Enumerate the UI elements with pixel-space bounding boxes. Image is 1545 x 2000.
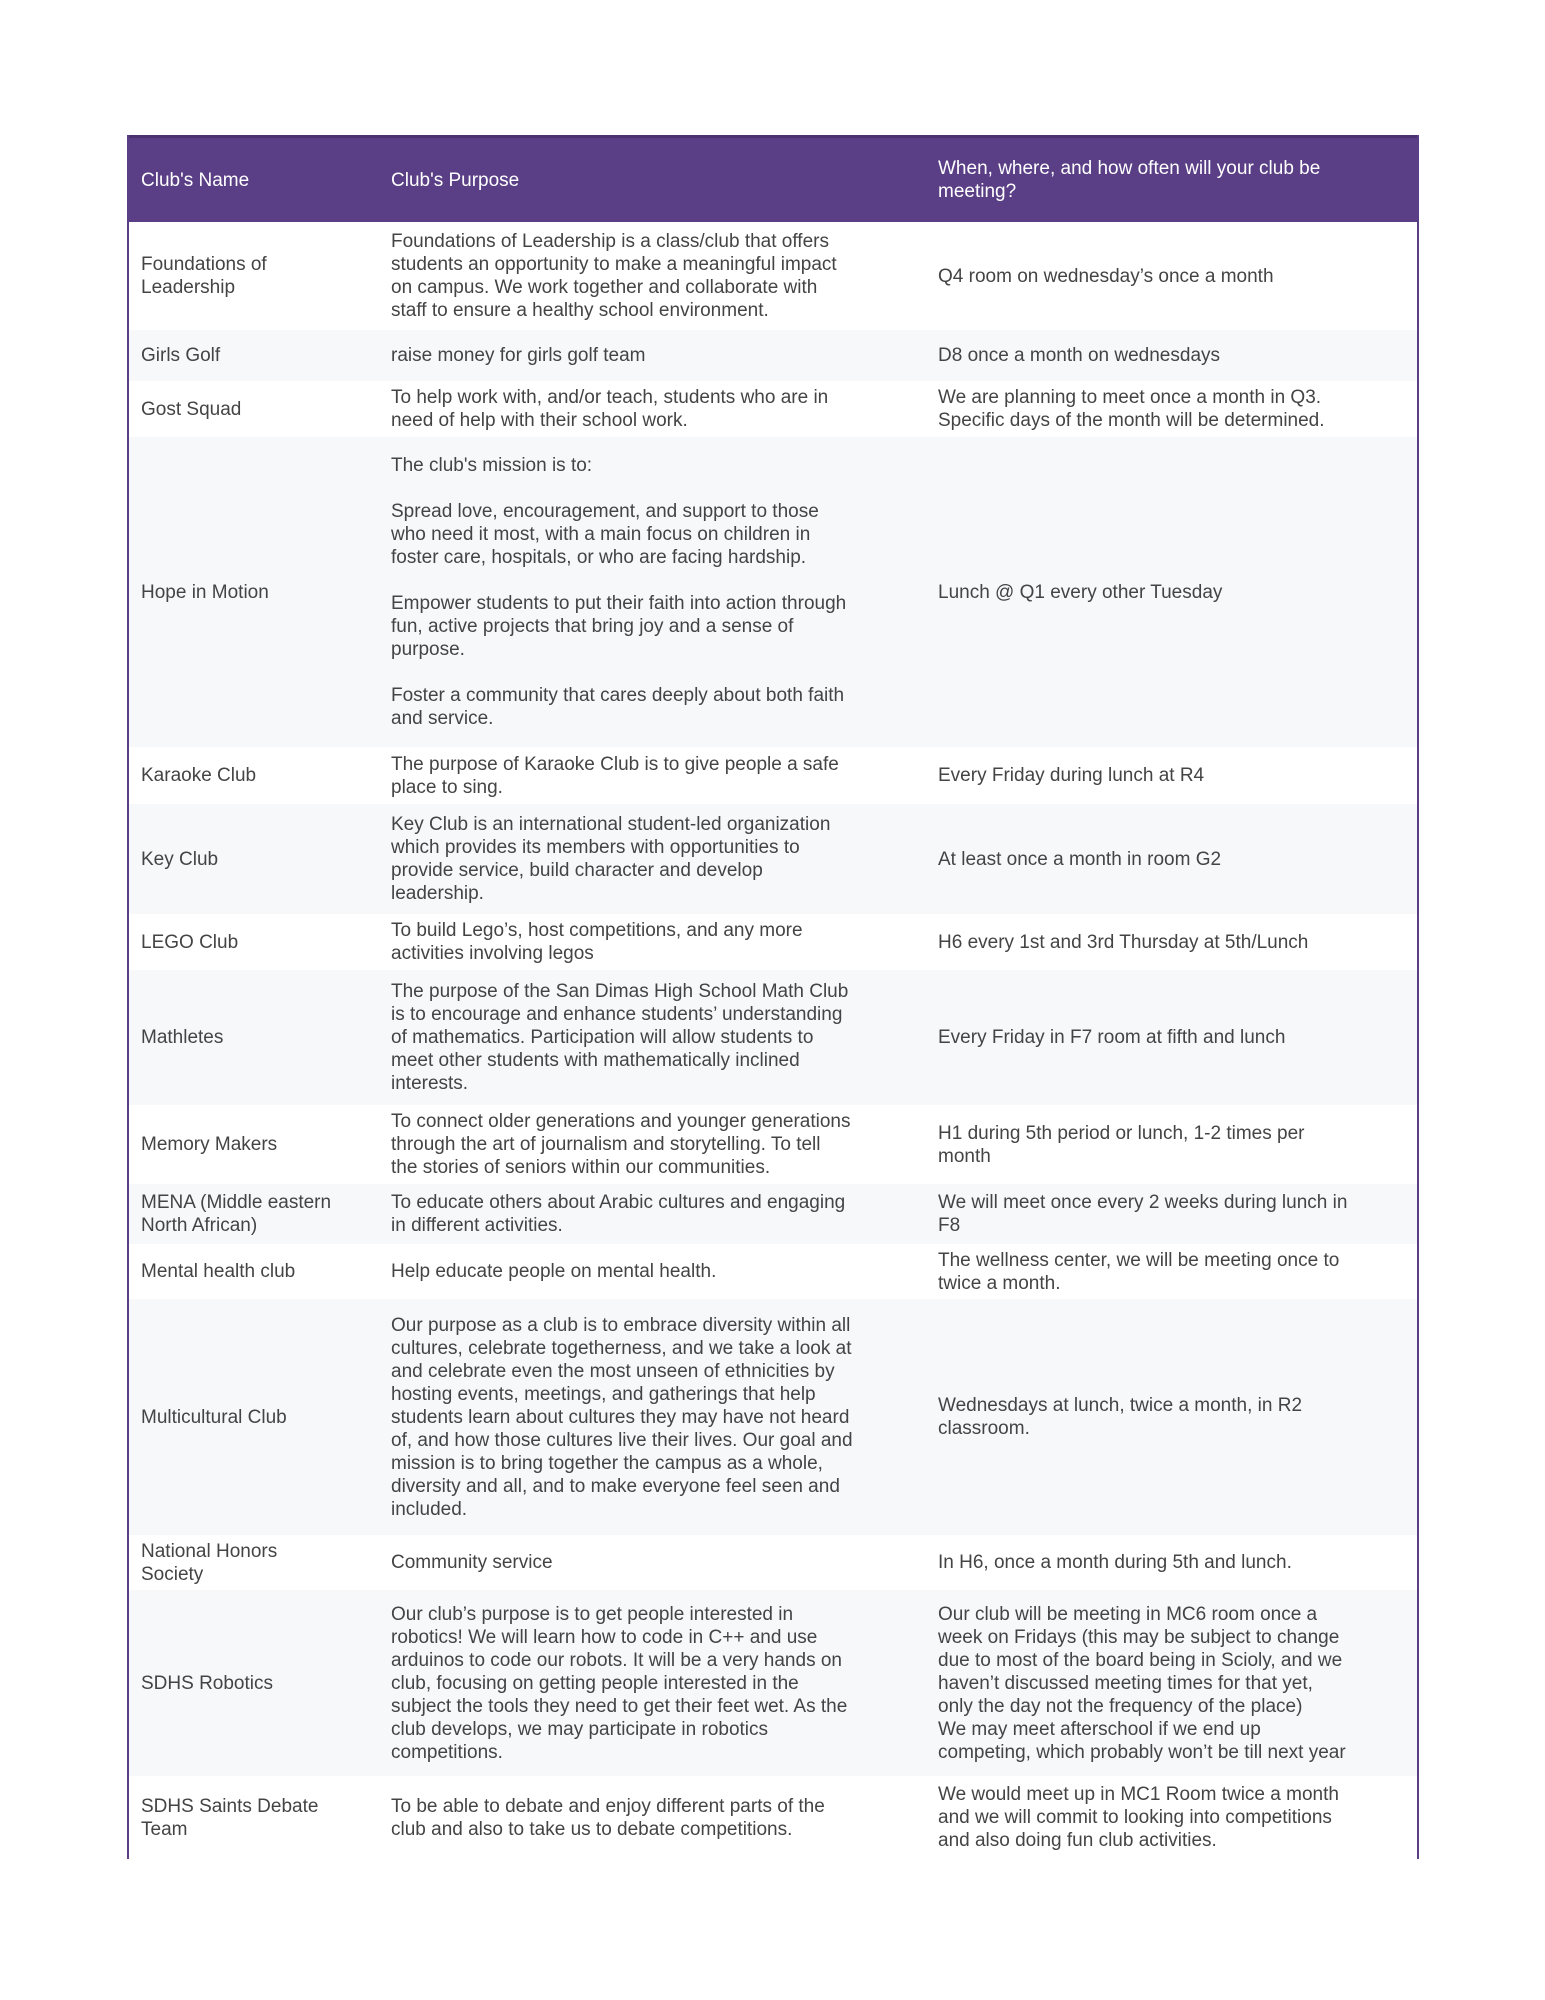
club-name: SDHS Robotics — [141, 1672, 273, 1694]
table-row: National Honors Society Community service… — [129, 1535, 1417, 1590]
club-meeting: Wednesdays at lunch, twice a month, in R… — [938, 1395, 1303, 1439]
table-header: Club's Name Club's Purpose When, where, … — [129, 135, 1417, 222]
club-name: Mathletes — [141, 1027, 224, 1048]
table-row: Karaoke Club The purpose of Karaoke Club … — [129, 747, 1417, 804]
club-purpose: The purpose of the San Dimas High School… — [391, 981, 849, 1094]
clubs-table: Club's Name Club's Purpose When, where, … — [127, 135, 1419, 1859]
club-purpose: To be able to debate and enjoy different… — [391, 1795, 825, 1840]
club-purpose: Foundations of Leadership is a class/clu… — [391, 231, 837, 321]
club-name: SDHS Saints Debate Team — [141, 1795, 319, 1840]
table-row: SDHS Saints Debate Team To be able to deb… — [129, 1776, 1417, 1859]
club-meeting: Our club will be meeting in MC6 room onc… — [938, 1603, 1346, 1763]
table-row: MENA (Middle eastern North African) To ed… — [129, 1184, 1417, 1244]
club-purpose: The purpose of Karaoke Club is to give p… — [391, 753, 839, 798]
club-name: Foundations of Leadership — [141, 254, 267, 298]
table-row: Gost Squad To help work with, and/or teac… — [129, 381, 1417, 437]
club-meeting: At least once a month in room G2 — [938, 848, 1222, 870]
club-purpose: Our purpose as a club is to embrace dive… — [391, 1314, 853, 1520]
club-name: LEGO Club — [141, 931, 239, 953]
header-meeting: When, where, and how often will your clu… — [938, 158, 1321, 202]
club-purpose: Help educate people on mental health. — [391, 1261, 717, 1282]
club-meeting: We will meet once every 2 weeks during l… — [938, 1192, 1348, 1236]
club-meeting: We are planning to meet once a month in … — [938, 387, 1325, 431]
club-name: National Honors Society — [141, 1540, 278, 1585]
table-row: Memory Makers To connect older generation… — [129, 1105, 1417, 1184]
club-meeting: The wellness center, we will be meeting … — [938, 1249, 1340, 1294]
header-club-purpose: Club's Purpose — [391, 169, 520, 191]
club-purpose: To build Lego’s, host competitions, and … — [391, 920, 803, 964]
table-row: Girls Golf raise money for girls golf tea… — [129, 330, 1417, 381]
club-purpose: To connect older generations and younger… — [391, 1111, 851, 1178]
club-name: Multicultural Club — [141, 1406, 287, 1428]
table-row: Multicultural Club Our purpose as a club … — [129, 1299, 1417, 1535]
club-purpose: To help work with, and/or teach, student… — [391, 387, 829, 431]
header-club-name: Club's Name — [141, 169, 250, 191]
club-purpose: Key Club is an international student-led… — [391, 814, 831, 904]
table-row: Foundations of Leadership Foundations of … — [129, 222, 1417, 330]
table-row: SDHS Robotics Our club’s purpose is to ge… — [129, 1590, 1417, 1776]
club-purpose: raise money for girls golf team — [391, 345, 646, 366]
table-row: LEGO Club To build Lego’s, host competiti… — [129, 914, 1417, 970]
club-name: Girls Golf — [141, 345, 221, 366]
club-name: Key Club — [141, 848, 219, 870]
club-meeting: Q4 room on wednesday’s once a month — [938, 265, 1274, 287]
table-row: Mathletes The purpose of the San Dimas Hi… — [129, 970, 1417, 1105]
club-meeting: Every Friday during lunch at R4 — [938, 765, 1205, 786]
table-row: Hope in Motion The club's mission is to: … — [129, 437, 1417, 747]
club-meeting: D8 once a month on wednesdays — [938, 345, 1221, 366]
club-purpose: Our club’s purpose is to get people inte… — [391, 1603, 848, 1763]
club-name: Karaoke Club — [141, 765, 257, 786]
club-name: Gost Squad — [141, 398, 242, 420]
club-meeting: H1 during 5th period or lunch, 1-2 times… — [938, 1122, 1305, 1167]
club-name: MENA (Middle eastern North African) — [141, 1192, 332, 1236]
club-name: Memory Makers — [141, 1134, 278, 1155]
club-meeting: Every Friday in F7 room at fifth and lun… — [938, 1027, 1286, 1048]
club-meeting: In H6, once a month during 5th and lunch… — [938, 1552, 1292, 1573]
club-purpose: To educate others about Arabic cultures … — [391, 1192, 846, 1236]
club-name: Mental health club — [141, 1261, 296, 1282]
club-meeting: Lunch @ Q1 every other Tuesday — [938, 581, 1223, 603]
club-meeting: H6 every 1st and 3rd Thursday at 5th/Lun… — [938, 931, 1309, 953]
club-name: Hope in Motion — [141, 581, 269, 603]
club-purpose: Community service — [391, 1552, 553, 1573]
club-purpose: The club's mission is to: Spread love, e… — [391, 455, 847, 729]
table-row: Key Club Key Club is an international stu… — [129, 804, 1417, 914]
club-meeting: We would meet up in MC1 Room twice a mon… — [938, 1784, 1339, 1851]
table-row: Mental health club Help educate people on… — [129, 1244, 1417, 1299]
